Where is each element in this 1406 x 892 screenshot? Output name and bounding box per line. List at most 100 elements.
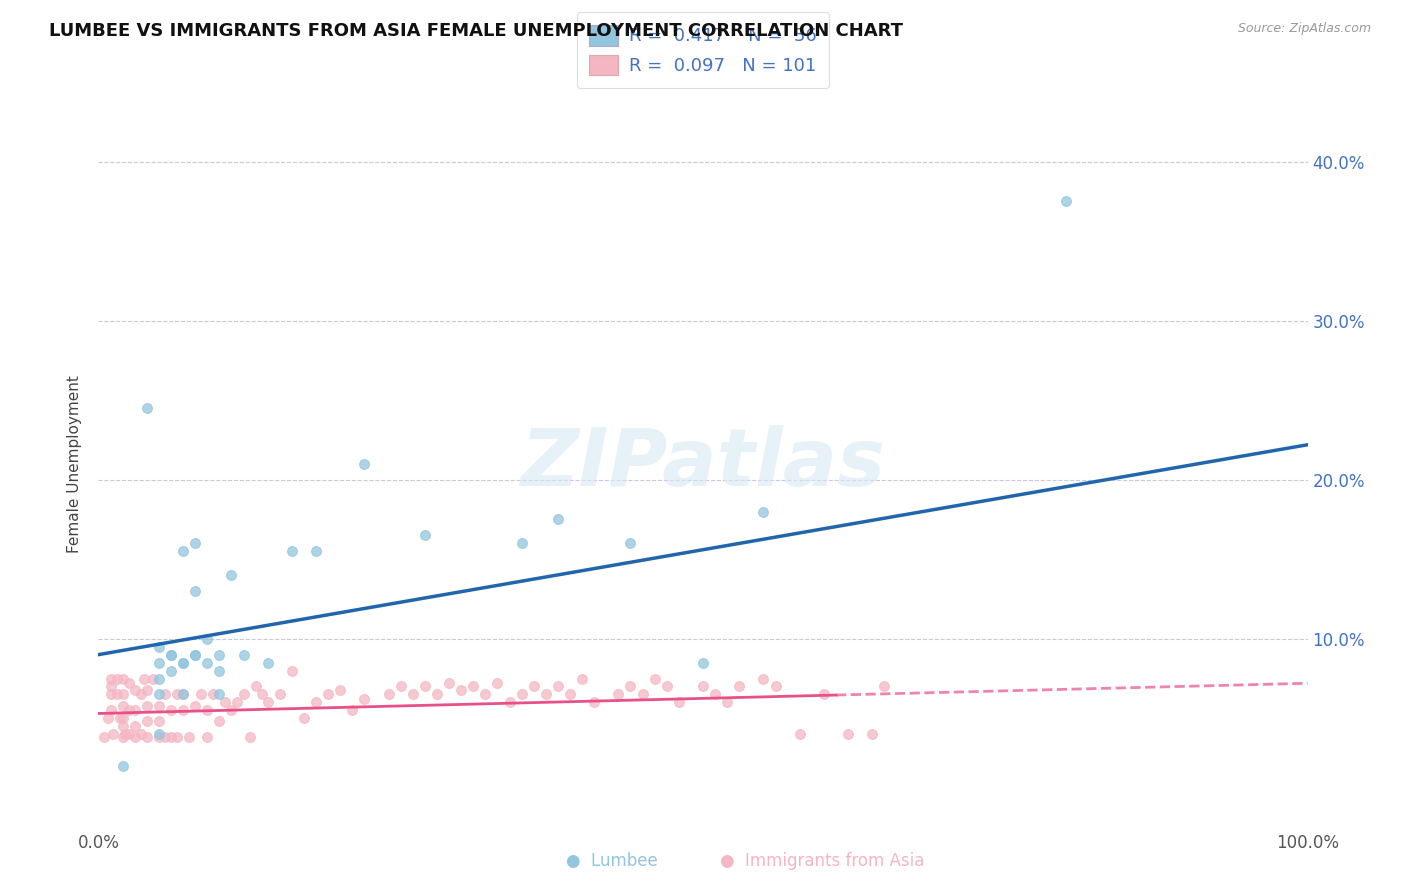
Point xyxy=(118,676,141,690)
Point xyxy=(208,687,231,701)
Point xyxy=(195,731,218,745)
Point xyxy=(172,544,194,558)
Point xyxy=(510,536,533,550)
Point xyxy=(184,648,207,662)
Point xyxy=(239,731,262,745)
Text: ZIPatlas: ZIPatlas xyxy=(520,425,886,503)
Point xyxy=(153,731,176,745)
Point xyxy=(184,536,207,550)
Point xyxy=(342,703,364,717)
Point xyxy=(100,680,122,694)
Point xyxy=(202,687,225,701)
Point xyxy=(837,727,859,741)
Point xyxy=(148,672,170,686)
Point xyxy=(486,676,509,690)
Point xyxy=(135,682,157,697)
Point xyxy=(655,680,678,694)
Point xyxy=(329,682,352,697)
Point xyxy=(111,687,134,701)
Point xyxy=(316,687,339,701)
Text: ●  Immigrants from Asia: ● Immigrants from Asia xyxy=(720,852,925,870)
Point xyxy=(134,672,156,686)
Point xyxy=(402,687,425,701)
Point xyxy=(692,656,714,670)
Point xyxy=(135,401,157,416)
Point xyxy=(413,680,436,694)
Point xyxy=(105,687,128,701)
Point xyxy=(208,714,231,729)
Point xyxy=(111,731,134,745)
Y-axis label: Female Unemployment: Female Unemployment xyxy=(67,375,83,553)
Point xyxy=(129,687,152,701)
Point xyxy=(305,695,328,709)
Point xyxy=(692,680,714,694)
Point xyxy=(111,698,134,713)
Point xyxy=(305,544,328,558)
Point xyxy=(148,714,170,729)
Point xyxy=(172,687,194,701)
Point xyxy=(474,687,496,701)
Point xyxy=(873,680,896,694)
Point xyxy=(716,695,738,709)
Point xyxy=(93,731,115,745)
Point xyxy=(607,687,630,701)
Text: Source: ZipAtlas.com: Source: ZipAtlas.com xyxy=(1237,22,1371,36)
Point xyxy=(124,719,146,733)
Text: ●  Lumbee: ● Lumbee xyxy=(565,852,658,870)
Point xyxy=(281,544,304,558)
Point xyxy=(813,687,835,701)
Point xyxy=(547,512,569,526)
Point xyxy=(547,680,569,694)
Point xyxy=(752,672,775,686)
Point xyxy=(148,727,170,741)
Point xyxy=(111,711,134,725)
Point xyxy=(100,687,122,701)
Point xyxy=(558,687,581,701)
Point xyxy=(148,687,170,701)
Point xyxy=(752,504,775,518)
Point xyxy=(195,656,218,670)
Point xyxy=(114,727,136,741)
Point xyxy=(250,687,273,701)
Point xyxy=(256,656,278,670)
Point xyxy=(153,687,176,701)
Point xyxy=(148,640,170,654)
Point xyxy=(644,672,666,686)
Point xyxy=(195,703,218,717)
Point xyxy=(184,698,207,713)
Point xyxy=(353,457,375,471)
Point xyxy=(118,727,141,741)
Point xyxy=(118,703,141,717)
Text: LUMBEE VS IMMIGRANTS FROM ASIA FEMALE UNEMPLOYMENT CORRELATION CHART: LUMBEE VS IMMIGRANTS FROM ASIA FEMALE UN… xyxy=(49,22,903,40)
Point xyxy=(184,584,207,599)
Point xyxy=(142,672,165,686)
Point xyxy=(1054,194,1077,209)
Point xyxy=(190,687,212,701)
Point xyxy=(101,727,124,741)
Point xyxy=(534,687,557,701)
Point xyxy=(111,759,134,773)
Point xyxy=(129,727,152,741)
Point xyxy=(124,682,146,697)
Point xyxy=(631,687,654,701)
Point xyxy=(208,664,231,678)
Point xyxy=(172,687,194,701)
Point xyxy=(450,682,472,697)
Point xyxy=(860,727,883,741)
Point xyxy=(111,672,134,686)
Point xyxy=(166,687,188,701)
Point xyxy=(179,731,201,745)
Point xyxy=(437,676,460,690)
Point xyxy=(498,695,520,709)
Point xyxy=(389,680,412,694)
Point xyxy=(619,680,641,694)
Point xyxy=(172,703,194,717)
Point xyxy=(377,687,399,701)
Point xyxy=(135,698,157,713)
Point xyxy=(583,695,606,709)
Point xyxy=(172,656,194,670)
Point xyxy=(765,680,787,694)
Point xyxy=(281,664,304,678)
Point xyxy=(571,672,593,686)
Point xyxy=(108,711,131,725)
